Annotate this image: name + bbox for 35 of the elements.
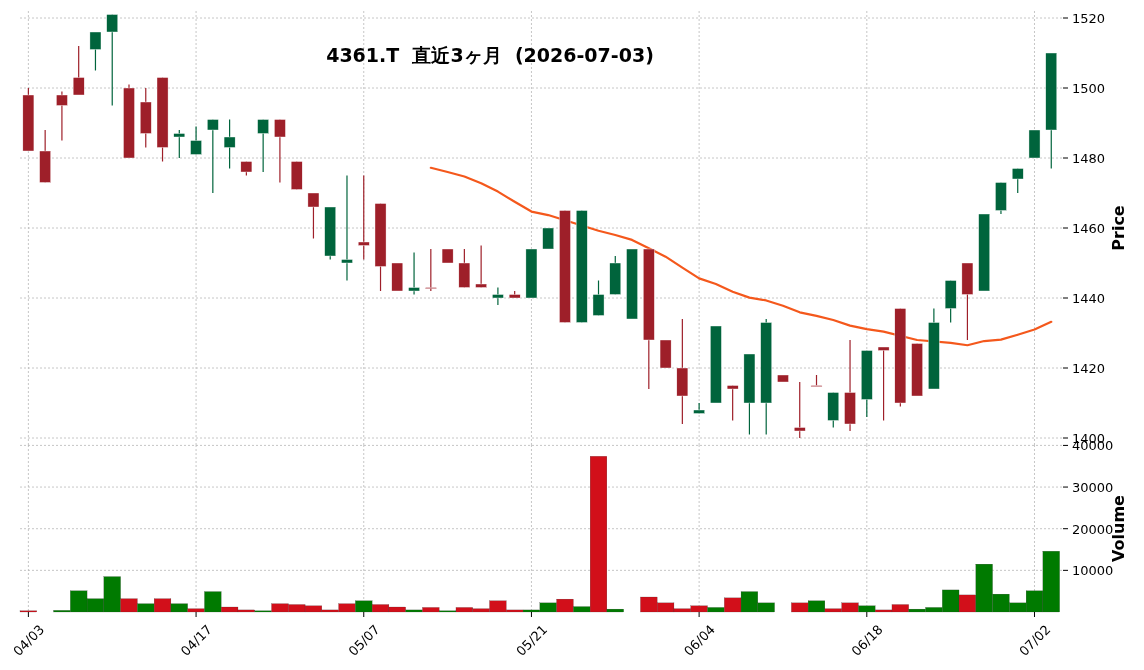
candlestick xyxy=(475,244,487,289)
candlestick xyxy=(794,381,806,439)
candlestick xyxy=(89,31,102,72)
candlestick xyxy=(207,118,219,194)
y-axis-title: Price xyxy=(1109,205,1128,251)
line-series xyxy=(429,166,1053,347)
candlestick xyxy=(408,251,420,296)
candlestick xyxy=(56,90,68,142)
candlestick xyxy=(257,118,269,173)
candlestick xyxy=(72,45,85,96)
candlestick xyxy=(106,13,118,107)
y-tick-label: 1480 xyxy=(1072,151,1106,166)
y-tick-label: 30000 xyxy=(1072,480,1114,496)
candlestick xyxy=(592,279,605,317)
y-tick-label: 1440 xyxy=(1072,291,1106,306)
candlestick xyxy=(190,125,202,156)
candlestick xyxy=(1011,167,1024,194)
candlestick xyxy=(173,129,186,159)
candlestick xyxy=(341,174,353,282)
candlestick xyxy=(358,174,370,261)
candlestick xyxy=(425,248,437,292)
y-tick-label: 10000 xyxy=(1072,563,1114,579)
candlestick xyxy=(542,227,554,250)
candlestick xyxy=(693,402,705,415)
candlestick xyxy=(307,192,320,240)
y-tick-label: 1520 xyxy=(1072,11,1106,26)
candlestick xyxy=(877,346,890,422)
y-tick-label: 1460 xyxy=(1072,221,1106,236)
candlestick xyxy=(492,286,504,306)
candlestick xyxy=(274,118,286,184)
y-tick-label: 1420 xyxy=(1072,361,1106,376)
y-tick-label: 1500 xyxy=(1072,81,1106,96)
candlestick xyxy=(726,384,739,422)
candlestick xyxy=(223,118,236,170)
text: 4361.T 直近3ヶ月 (2026-07-03) xyxy=(326,44,654,66)
